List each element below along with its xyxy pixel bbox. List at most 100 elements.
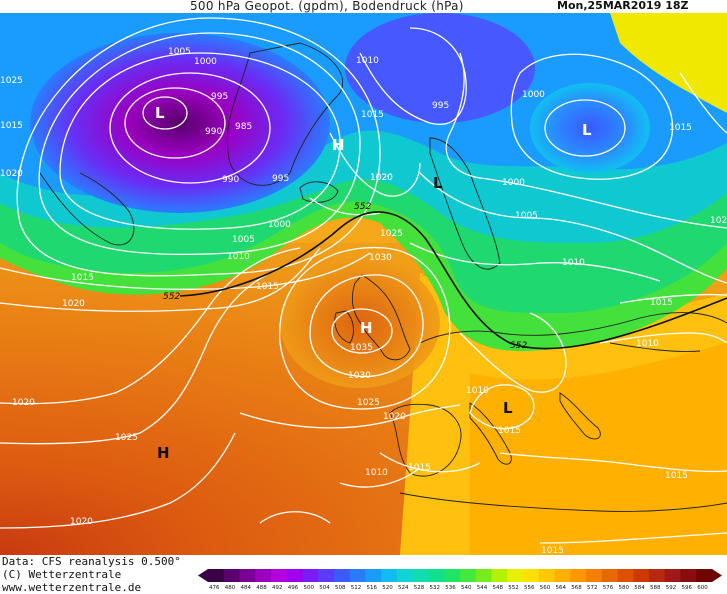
website-link[interactable]: www.wetterzentrale.de bbox=[2, 581, 142, 594]
isobar-label: 1010 bbox=[562, 258, 585, 268]
iberia-coast bbox=[389, 403, 462, 477]
isobar-1000-russia bbox=[510, 53, 674, 180]
scale-label: 548 bbox=[492, 585, 504, 591]
greenland-coast bbox=[226, 42, 344, 186]
pressure-center-low: L bbox=[155, 104, 165, 122]
norwegian-sea-low-field bbox=[345, 13, 535, 123]
scale-label: 496 bbox=[287, 585, 299, 591]
scale-swatch bbox=[255, 569, 272, 582]
isobar-label: 1015 bbox=[361, 110, 384, 120]
isobar-label: 1000 bbox=[522, 90, 545, 100]
scale-arrow-right bbox=[712, 569, 722, 582]
isobar-label: 1020 bbox=[370, 173, 393, 183]
scale-label: 512 bbox=[350, 585, 362, 591]
scale-label: 528 bbox=[413, 585, 425, 591]
isobar-1025 bbox=[279, 246, 451, 410]
scale-label: 572 bbox=[587, 585, 598, 591]
scale-swatch bbox=[554, 569, 571, 582]
chart-title: 500 hPa Geopot. (gpdm), Bodendruck (hPa) bbox=[190, 0, 464, 13]
scale-swatch bbox=[664, 569, 681, 582]
isobar-995-norway bbox=[359, 27, 467, 126]
scale-label: 596 bbox=[681, 585, 693, 591]
isobar-label: 1020 bbox=[70, 517, 93, 527]
scale-swatch bbox=[334, 569, 351, 582]
isobar-1005-east bbox=[419, 172, 727, 284]
isobar-label: 1015 bbox=[0, 121, 23, 131]
scale-label: 552 bbox=[508, 585, 519, 591]
isobar-1010-east bbox=[599, 332, 727, 344]
isobar-label: 1030 bbox=[369, 253, 392, 263]
isobar-label: 1015 bbox=[669, 123, 692, 133]
scale-arrow-left bbox=[198, 569, 208, 582]
greece-coast bbox=[559, 392, 601, 440]
isobar-1020-sw bbox=[0, 432, 236, 529]
scale-swatch bbox=[271, 569, 288, 582]
pressure-center-high: H bbox=[332, 136, 345, 154]
scale-label: 504 bbox=[319, 585, 330, 591]
isobar-label: 1025 bbox=[357, 398, 380, 408]
scale-swatch bbox=[491, 569, 508, 582]
isobar-label: 1000 bbox=[502, 178, 525, 188]
pressure-center-high: H bbox=[157, 444, 170, 462]
isobar-label: 1015 bbox=[665, 471, 688, 481]
color-scale-bar bbox=[198, 569, 722, 582]
geopot-label: 552 bbox=[354, 202, 371, 212]
isobar-label: 990 bbox=[205, 127, 222, 137]
scale-swatch bbox=[649, 569, 666, 582]
isobar-sw-small bbox=[259, 511, 331, 524]
isobar-label: 1005 bbox=[168, 47, 191, 57]
scale-swatch bbox=[680, 569, 697, 582]
scale-swatch bbox=[633, 569, 650, 582]
isobar-label: 1020 bbox=[12, 398, 35, 408]
isobar-995 bbox=[109, 72, 271, 184]
great-britain-coast bbox=[351, 274, 411, 361]
isobar-label: 1015 bbox=[498, 426, 521, 436]
isobars bbox=[0, 17, 727, 544]
scale-swatch bbox=[397, 569, 414, 582]
isobar-label: 995 bbox=[272, 174, 289, 184]
map-svg: L H L L H H L 1005 1000 995 990 985 990 … bbox=[0, 13, 727, 555]
scale-label: 508 bbox=[335, 585, 346, 591]
scale-label: 516 bbox=[366, 585, 378, 591]
ireland-coast bbox=[334, 310, 354, 344]
pressure-center-low: L bbox=[503, 399, 513, 417]
isobar-label: 985 bbox=[235, 122, 252, 132]
scale-label: 536 bbox=[445, 585, 456, 591]
isobar-1015-north bbox=[0, 252, 371, 290]
scale-label: 492 bbox=[272, 585, 283, 591]
isobar-1010 bbox=[16, 17, 381, 277]
isobar-1015-ne bbox=[679, 72, 727, 134]
isobar-990 bbox=[124, 87, 226, 159]
isobar-1010-iberia bbox=[339, 467, 421, 488]
scale-label: 600 bbox=[697, 585, 708, 591]
italy-coast bbox=[469, 402, 512, 465]
valid-datetime: Mon,25MAR2019 18Z bbox=[557, 0, 689, 12]
isobar-1020-south bbox=[239, 404, 461, 429]
scale-swatch bbox=[223, 569, 240, 582]
scale-label: 584 bbox=[634, 585, 645, 591]
isobar-label: 1025 bbox=[0, 76, 23, 86]
isobar-label: 1010 bbox=[636, 339, 659, 349]
isobar-1010-central bbox=[459, 312, 567, 393]
isobar-label: 1025 bbox=[380, 229, 403, 239]
scale-swatch bbox=[617, 569, 634, 582]
geopot-label: 552 bbox=[510, 341, 527, 351]
isobar-1020-west bbox=[0, 272, 271, 445]
scale-label: 540 bbox=[461, 585, 472, 591]
pressure-center-high: H bbox=[360, 319, 373, 337]
pressure-center-low: L bbox=[582, 121, 592, 139]
coastlines bbox=[39, 42, 727, 512]
scale-swatch bbox=[318, 569, 335, 582]
isobar-label: 1005 bbox=[232, 235, 255, 245]
isobar-label: 990 bbox=[222, 175, 239, 185]
scale-swatch bbox=[570, 569, 587, 582]
geopot-552-line bbox=[179, 211, 727, 350]
isobar-label: 1000 bbox=[194, 57, 217, 67]
isobar-label: 995 bbox=[211, 92, 228, 102]
isobar-985 bbox=[142, 96, 188, 130]
scale-label: 588 bbox=[650, 585, 661, 591]
isobar-label: 1020 bbox=[710, 216, 727, 226]
scale-swatch bbox=[349, 569, 366, 582]
scale-label: 564 bbox=[555, 585, 567, 591]
